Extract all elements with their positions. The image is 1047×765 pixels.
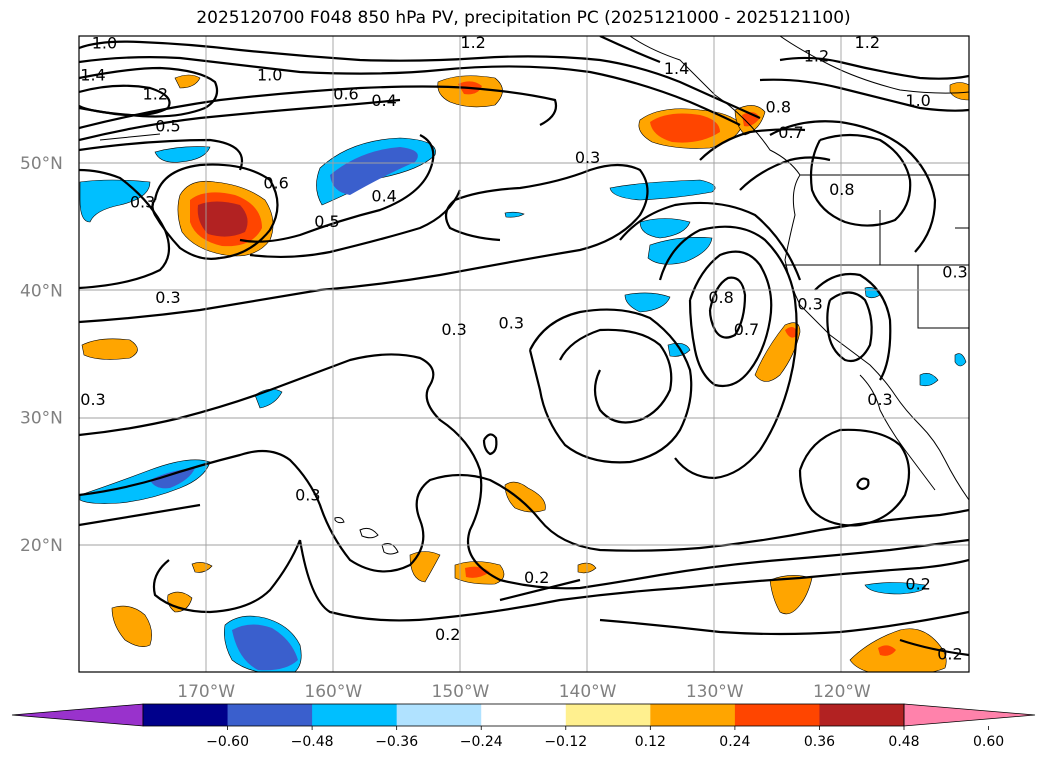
lat-tick-label: 40°N [20,281,63,301]
contour-label: 0.2 [524,568,549,587]
colorbar-tick-label: 0.24 [719,734,750,750]
colorbar-tick-label: 0.48 [888,734,919,750]
contour-label: 0.3 [499,314,524,333]
contour-label: 0.8 [708,288,733,307]
precipitation-shading [79,74,969,672]
contour-label: 1.2 [143,85,168,104]
contour-label: 1.2 [804,46,829,65]
contour-label: 1.4 [80,66,105,85]
colorbar-border [142,703,905,727]
contour-label: 0.5 [155,116,180,135]
contour-label: 0.2 [905,574,930,593]
latitude-labels: 50°N 40°N 30°N 20°N [20,154,63,556]
contour-label: 0.3 [130,193,155,212]
contour-label: 0.4 [371,186,396,205]
colorbar-segment [396,704,482,726]
contour-label: 0.3 [155,288,180,307]
colorbar-tick-label: −0.24 [460,734,503,750]
colorbar-tick-label: −0.60 [206,734,249,750]
longitude-labels: 170°W 160°W 150°W 140°W 130°W 120°W [177,682,871,702]
contour-label: 0.6 [263,174,288,193]
lon-tick-label: 150°W [432,682,490,702]
colorbar-tick-label: −0.48 [291,734,334,750]
colorbar-tick-label: 0.12 [635,734,666,750]
contour-label: 0.5 [314,212,339,231]
contour-labels: 1.0 1.4 1.2 1.0 0.6 0.4 0.5 0.3 0.6 0.5 0.4 0.3 1.2 1… [80,33,967,663]
gridlines [79,36,969,672]
map-background [79,36,969,672]
contour-label: 0.7 [734,320,759,339]
colorbar-segment [143,704,229,726]
contour-label: 0.3 [575,148,600,167]
colorbar-tick-label: −0.12 [544,734,587,750]
colorbar-segment [650,704,736,726]
lat-tick-label: 30°N [20,409,63,429]
lon-tick-label: 160°W [304,682,362,702]
colorbar-segment [481,704,567,726]
contour-label: 0.3 [942,263,967,282]
contour-label: 0.8 [766,97,791,116]
colorbar-segment [565,704,651,726]
contour-label: 1.4 [664,59,689,78]
colorbar-segment [819,704,905,726]
lon-tick-label: 120°W [813,682,871,702]
lon-tick-label: 140°W [559,682,617,702]
colorbar-tick-label: 0.36 [804,734,835,750]
contour-label: 0.7 [778,123,803,142]
contour-label: 0.3 [295,485,320,504]
lat-tick-label: 20°N [20,536,63,556]
contour-label: 0.6 [333,85,358,104]
contour-label: 0.2 [937,644,962,663]
lat-tick-label: 50°N [20,154,63,174]
colorbar-tick-label: 0.60 [973,734,1004,750]
contour-label: 1.2 [855,33,880,52]
colorbar-tick-label: −0.36 [375,734,418,750]
colorbar-extend-high [903,703,1036,727]
contour-label: 0.3 [797,294,822,313]
contour-label: 0.8 [829,180,854,199]
map-frame [78,35,970,673]
contour-label: 0.3 [80,390,105,409]
pv-contour-lines [79,36,969,657]
map-title: 2025120700 F048 850 hPa PV, precipitatio… [196,8,851,28]
contour-label: 0.2 [435,625,460,644]
contour-label: 1.2 [460,33,485,52]
lon-tick-label: 170°W [177,682,235,702]
colorbar-segment [227,704,313,726]
colorbar-extend-low [11,703,144,727]
colorbar: −0.60 −0.48 −0.36 −0.24 −0.12 0.12 0.24 0.36 0.4… [11,703,1036,750]
colorbar-segment [734,704,820,726]
colorbar-segment [312,704,398,726]
contour-label: 0.4 [371,91,396,110]
contour-label: 1.0 [905,91,930,110]
lon-tick-label: 130°W [686,682,744,702]
contour-label: 1.0 [92,34,117,53]
contour-label: 1.0 [257,66,282,85]
contour-label: 0.3 [441,320,466,339]
contour-label: 0.3 [867,390,892,409]
